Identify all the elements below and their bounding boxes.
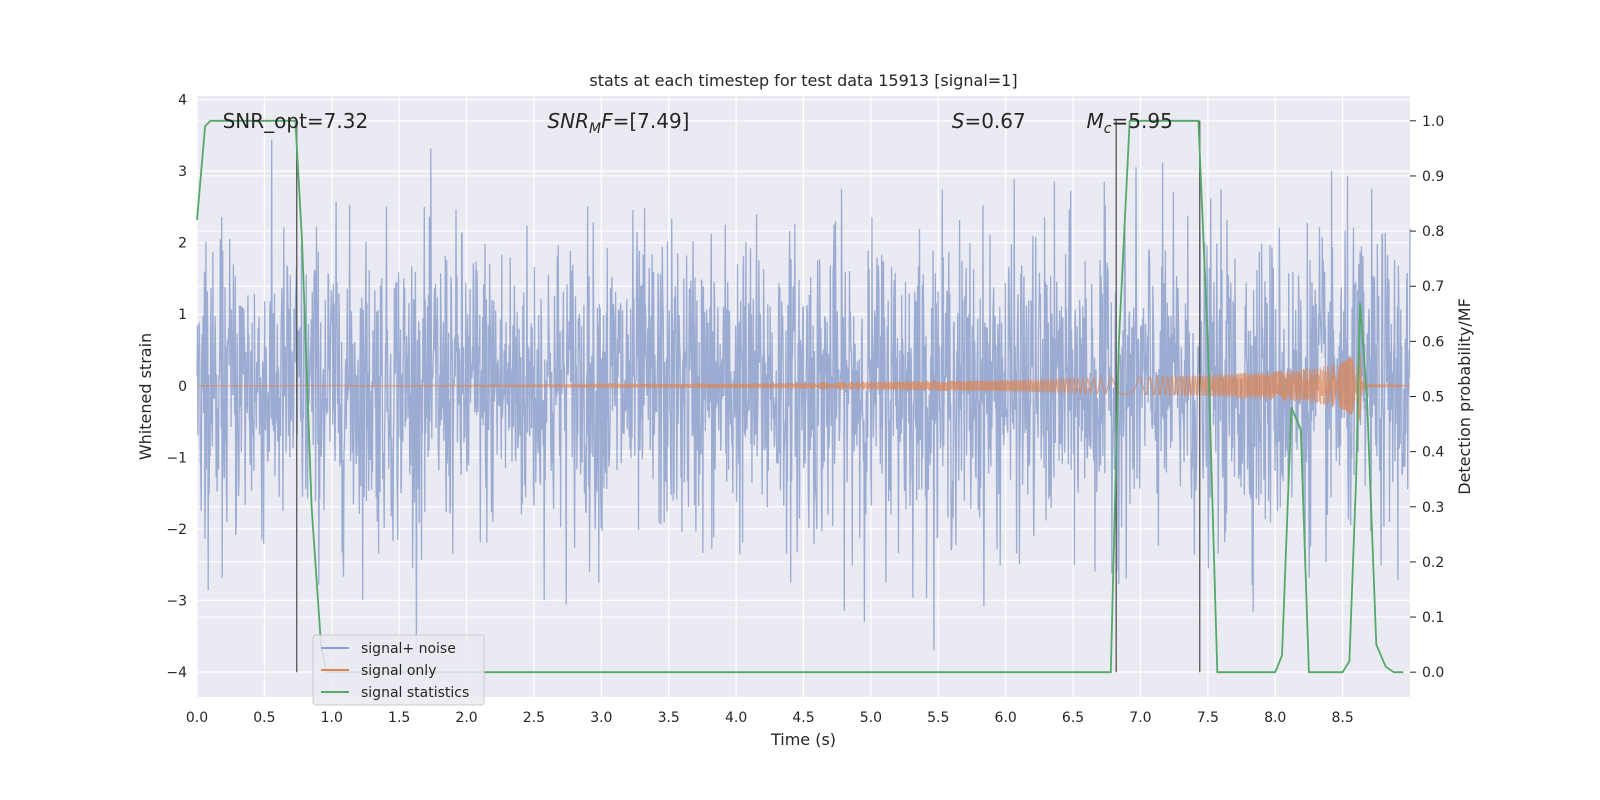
x-axis-title: Time (s) [770,730,836,749]
y-right-tick-label: 0.2 [1422,555,1444,571]
y-right-tick-label: 0.1 [1422,610,1444,626]
y-left-tick-label: 2 [178,236,187,252]
annotation-text: SNRMF=[7.49] [547,109,689,137]
y-right-tick-label: 0.8 [1422,224,1444,240]
y-left-tick-label: −3 [166,593,187,609]
x-tick-label: 8.0 [1264,710,1286,726]
y-right-tick-label: 0.3 [1422,500,1444,516]
annotation-text: SNR_opt=7.32 [223,109,369,133]
x-tick-label: 2.0 [455,710,477,726]
y-right-tick-label: 0.0 [1422,665,1444,681]
y-left-tick-label: −4 [166,665,187,681]
vertical-markers [296,120,1201,673]
legend: signal+ noise signal only signal statistic… [312,634,485,706]
x-tick-label: 5.5 [927,710,949,726]
y-left-tick-label: 1 [178,307,187,323]
y-right-tick-label: 1.0 [1422,114,1444,130]
x-tick-label: 5.0 [860,710,882,726]
x-tick-label: 0.5 [253,710,275,726]
y-right-tick-label: 0.9 [1422,169,1444,185]
x-tick-label: 3.0 [590,710,612,726]
legend-label: signal only [361,663,436,679]
y-right-axis-ticks: 0.0 0.1 0.2 0.3 0.4 0.5 0.6 0.7 0.8 0.9 1.0 [1410,114,1444,681]
y-right-tick-label: 0.7 [1422,279,1444,295]
signal-statistics-line [196,119,1404,674]
y-left-axis-title: Whitened strain [136,333,155,460]
x-tick-label: 7.0 [1129,710,1151,726]
x-tick-label: 2.5 [523,710,545,726]
y-left-tick-label: 0 [178,379,187,395]
y-right-tick-label: 0.5 [1422,390,1444,406]
chart-title: stats at each timestep for test data 159… [589,71,1017,90]
x-tick-label: 4.0 [725,710,747,726]
y-right-tick-label: 0.6 [1422,334,1444,350]
legend-box [312,634,485,706]
y-left-tick-label: −2 [166,522,187,538]
annotation-text: S=0.67 [952,109,1026,133]
x-tick-label: 7.5 [1197,710,1219,726]
series-signal-statistics [196,119,1404,674]
y-right-tick-label: 0.4 [1422,445,1444,461]
x-tick-label: 3.5 [658,710,680,726]
signal-only-line [197,350,1410,421]
x-tick-label: 0.0 [186,710,208,726]
x-tick-label: 1.5 [388,710,410,726]
y-left-tick-label: 4 [178,93,187,109]
legend-label: signal+ noise [361,641,456,657]
x-tick-label: 6.0 [995,710,1017,726]
legend-label: signal statistics [361,685,469,701]
y-left-tick-label: 3 [178,164,187,180]
annotations: SNR_opt=7.32 SNRMF=[7.49] S=0.67 Mc=5.95 [223,109,1173,137]
y-left-axis-ticks: −4 −3 −2 −1 0 1 2 3 4 [166,93,187,681]
series-signal-only [197,350,1410,421]
x-tick-label: 4.5 [792,710,814,726]
x-axis-ticks: 0.0 0.5 1.0 1.5 2.0 2.5 3.0 3.5 4.0 4.5 5.0 5.5 6.0 6… [186,710,1354,726]
x-tick-label: 1.0 [321,710,343,726]
annotation-text: Mc=5.95 [1087,109,1173,137]
x-tick-label: 8.5 [1331,710,1353,726]
x-tick-label: 6.5 [1062,710,1084,726]
y-left-tick-label: −1 [166,450,187,466]
y-right-axis-title: Detection probability/MF [1455,298,1474,495]
